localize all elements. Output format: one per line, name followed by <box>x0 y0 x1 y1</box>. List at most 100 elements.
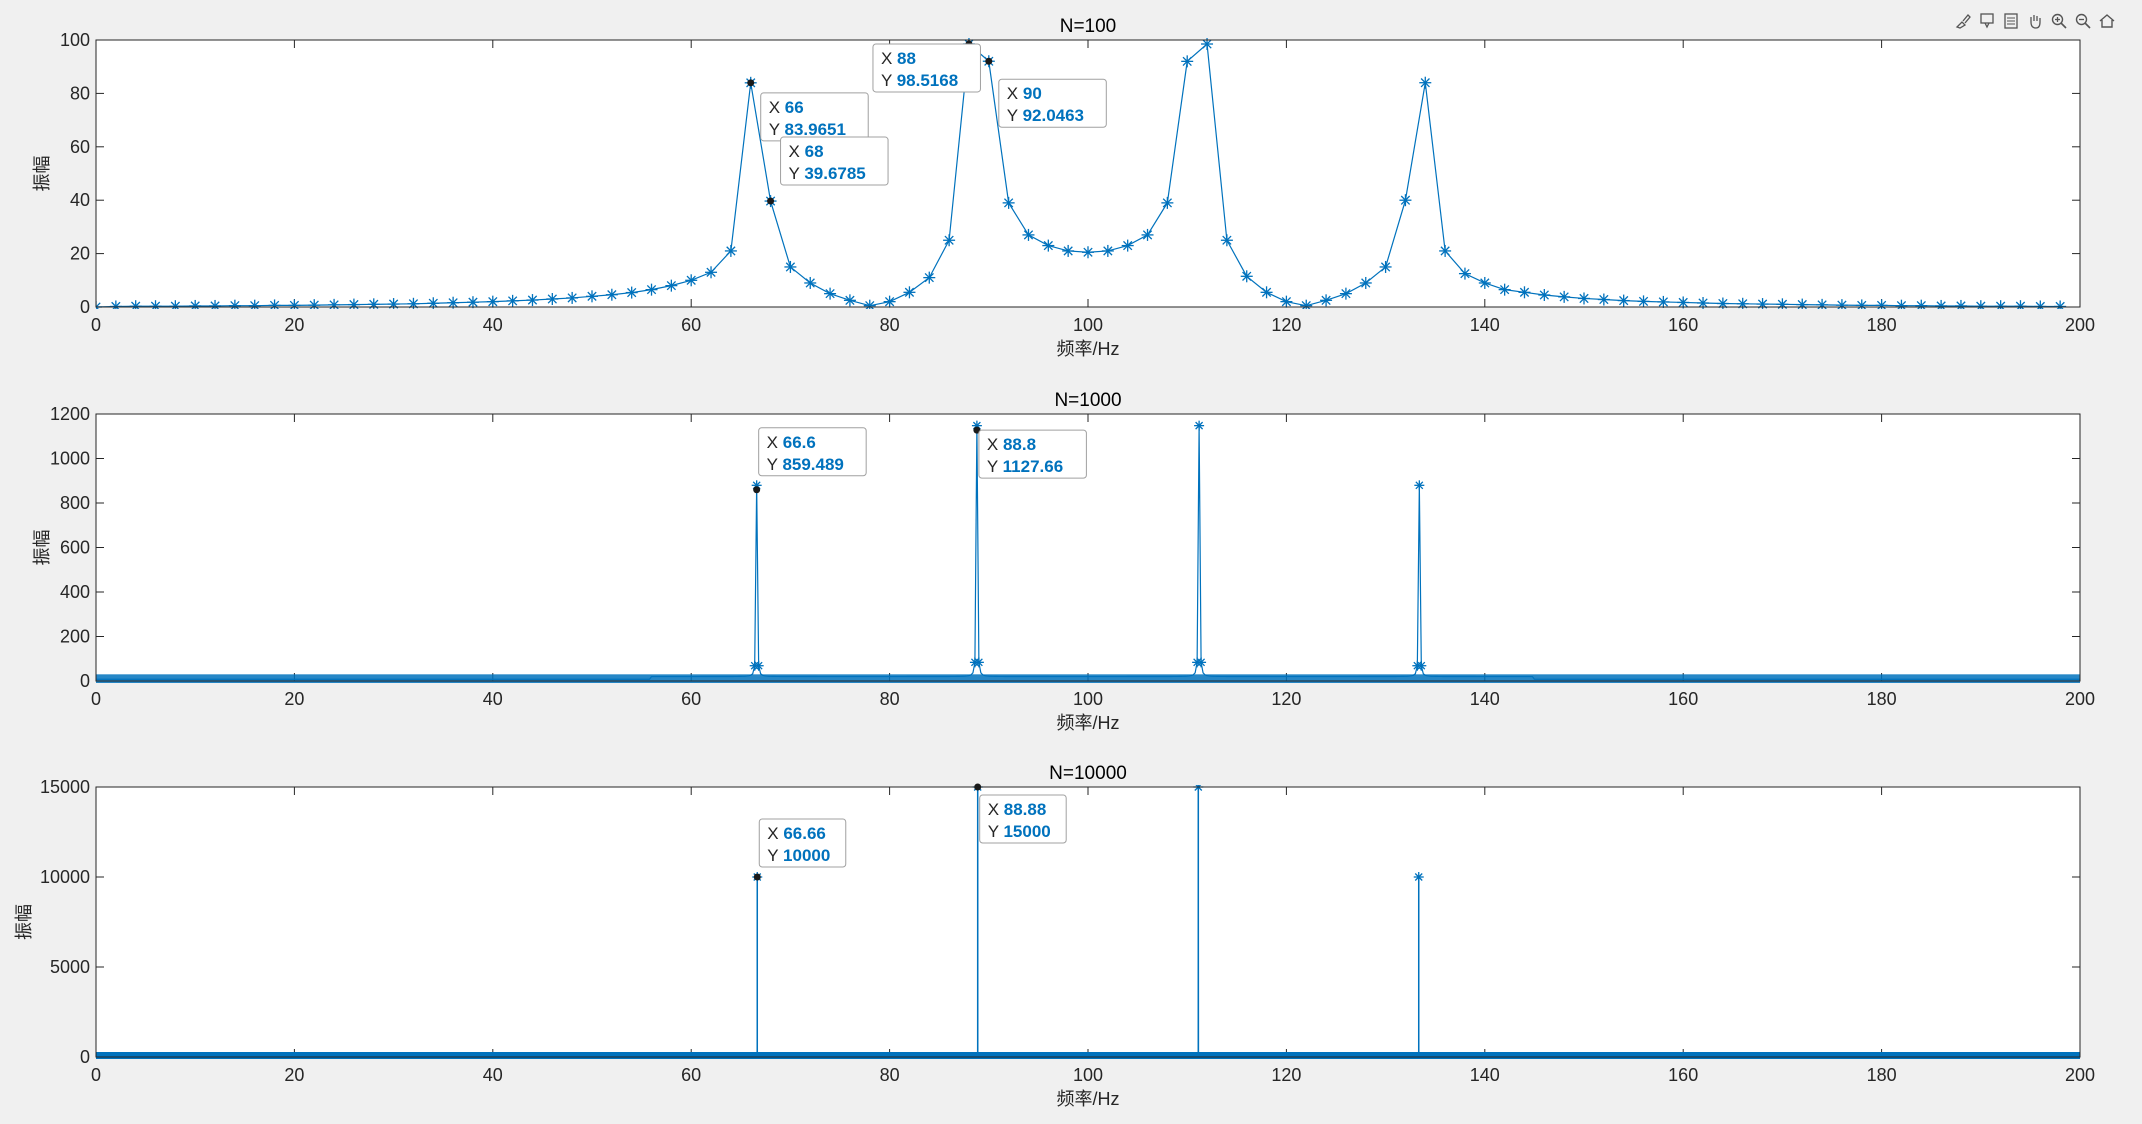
data-point[interactable] <box>1915 299 1928 312</box>
data-point[interactable] <box>1194 420 1205 431</box>
data-point[interactable] <box>268 299 281 311</box>
data-point[interactable] <box>1478 276 1491 289</box>
data-point[interactable] <box>2034 300 2047 312</box>
datatip[interactable]: X 66.6 Y 859.489 <box>753 427 867 494</box>
data-point[interactable] <box>526 294 539 307</box>
data-point[interactable] <box>1716 297 1729 310</box>
data-point[interactable] <box>546 292 559 305</box>
data-point[interactable] <box>1816 298 1829 311</box>
datatip[interactable]: X 88.8 Y 1127.66 <box>973 426 1087 479</box>
subplot-n1000[interactable]: 0 20 40 60 80 100 120 140 160 180 200 0 200 400 600 800… <box>32 390 2095 733</box>
data-point[interactable] <box>903 286 916 299</box>
data-point[interactable] <box>1002 196 1015 209</box>
data-point[interactable] <box>1558 290 1571 303</box>
data-point[interactable] <box>1399 194 1412 207</box>
data-point[interactable] <box>1220 234 1233 247</box>
data-point[interactable] <box>506 294 519 307</box>
data-point[interactable] <box>2054 300 2067 312</box>
data-point[interactable] <box>1300 299 1313 312</box>
datatip[interactable]: X 88.88 Y 15000 <box>974 783 1067 844</box>
data-point[interactable] <box>169 300 182 312</box>
data-point[interactable] <box>1677 296 1690 309</box>
data-point[interactable] <box>1042 239 1055 252</box>
data-point[interactable] <box>288 299 301 311</box>
data-point[interactable] <box>625 286 638 299</box>
series-line[interactable] <box>90 38 2067 313</box>
data-point[interactable] <box>1082 246 1094 259</box>
brush-icon[interactable] <box>1952 10 1974 32</box>
datatip[interactable]: X 66 Y 83.9651 <box>747 79 869 142</box>
data-point[interactable] <box>1855 299 1868 311</box>
data-point[interactable] <box>1578 292 1590 305</box>
data-point[interactable] <box>1439 244 1452 257</box>
data-point[interactable] <box>109 300 122 312</box>
data-point[interactable] <box>1657 295 1670 308</box>
data-point[interactable] <box>328 298 341 311</box>
data-point[interactable] <box>1419 76 1432 89</box>
data-point[interactable] <box>1320 294 1333 307</box>
data-point[interactable] <box>1121 239 1134 252</box>
data-point[interactable] <box>566 291 579 304</box>
data-point[interactable] <box>605 288 618 301</box>
data-point[interactable] <box>1414 480 1425 491</box>
zoom-out-icon[interactable] <box>2072 10 2094 32</box>
data-point[interactable] <box>804 276 817 289</box>
plot-area[interactable] <box>96 414 2080 681</box>
data-point[interactable] <box>1280 295 1293 308</box>
data-point[interactable] <box>1835 299 1848 311</box>
data-point[interactable] <box>1935 299 1948 312</box>
data-point[interactable] <box>973 657 984 668</box>
data-point[interactable] <box>685 274 698 287</box>
data-point[interactable] <box>1538 288 1551 301</box>
data-point[interactable] <box>466 296 479 309</box>
data-point[interactable] <box>665 279 678 292</box>
data-point[interactable] <box>347 298 360 311</box>
data-point[interactable] <box>705 266 718 279</box>
zoom-in-icon[interactable] <box>2048 10 2070 32</box>
data-point[interactable] <box>645 283 658 296</box>
legend-icon[interactable] <box>2000 10 2022 32</box>
data-point[interactable] <box>1416 660 1427 671</box>
subplot-n10000[interactable]: 0 20 40 60 80 100 120 140 160 180 200 0 5000 10000 150… <box>14 763 2095 1109</box>
data-point[interactable] <box>1458 267 1471 280</box>
data-point[interactable] <box>1954 299 1967 312</box>
data-tip-icon[interactable] <box>1976 10 1998 32</box>
datatip[interactable]: X 88 Y 98.5168 <box>872 40 981 93</box>
data-point[interactable] <box>209 299 222 312</box>
data-point[interactable] <box>1875 299 1888 311</box>
data-point[interactable] <box>883 295 896 308</box>
data-point[interactable] <box>1339 287 1352 300</box>
data-point[interactable] <box>824 287 837 300</box>
data-point[interactable] <box>1617 294 1630 307</box>
data-point[interactable] <box>308 299 321 311</box>
data-point[interactable] <box>1062 244 1075 257</box>
pan-icon[interactable] <box>2024 10 2046 32</box>
data-point[interactable] <box>486 295 499 308</box>
data-point[interactable] <box>586 290 598 303</box>
data-point[interactable] <box>189 299 202 312</box>
data-point[interactable] <box>863 299 876 312</box>
data-point[interactable] <box>1498 283 1511 296</box>
data-point[interactable] <box>1201 38 1214 51</box>
datatip[interactable]: X 66.66 Y 10000 <box>753 818 847 881</box>
datatip[interactable]: X 68 Y 39.6785 <box>767 136 889 205</box>
data-point[interactable] <box>784 260 797 273</box>
data-point[interactable] <box>1101 244 1114 257</box>
data-point[interactable] <box>1260 286 1273 299</box>
data-point[interactable] <box>2014 300 2027 312</box>
data-point[interactable] <box>1196 657 1207 668</box>
home-icon[interactable] <box>2096 10 2118 32</box>
data-point[interactable] <box>1518 286 1531 299</box>
data-point[interactable] <box>1413 872 1424 882</box>
series-line[interactable] <box>96 420 2080 684</box>
data-point[interactable] <box>1974 300 1987 312</box>
data-point[interactable] <box>1637 295 1650 308</box>
data-point[interactable] <box>228 299 241 312</box>
data-point[interactable] <box>1022 228 1035 241</box>
data-point[interactable] <box>724 244 737 257</box>
data-point[interactable] <box>149 300 162 312</box>
data-point[interactable] <box>1141 228 1154 241</box>
data-point[interactable] <box>943 234 956 247</box>
data-point[interactable] <box>1181 55 1194 68</box>
data-point[interactable] <box>1359 276 1372 289</box>
